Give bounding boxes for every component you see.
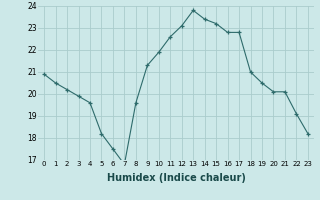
X-axis label: Humidex (Indice chaleur): Humidex (Indice chaleur)	[107, 173, 245, 183]
